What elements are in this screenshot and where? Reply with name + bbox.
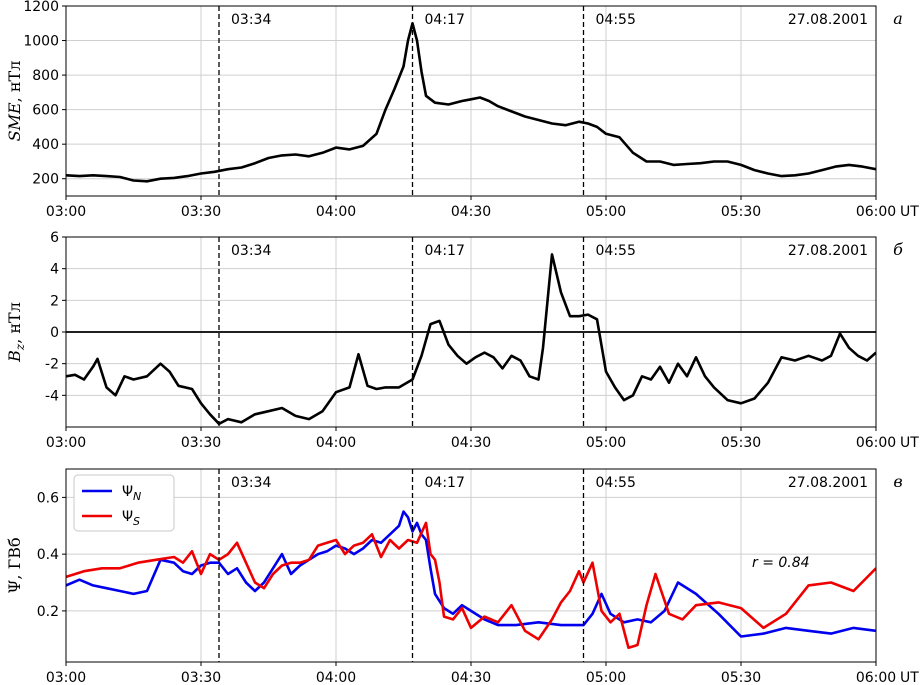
y-axis-label-unit: , нТл xyxy=(5,302,24,344)
event-label: 04:17 xyxy=(425,12,465,28)
x-tick-label: 03:00 xyxy=(46,670,86,685)
y-tick-label: 600 xyxy=(32,103,59,119)
panel-3: 03:34 04:17 04:55 27.08.2001 0.2 0.4 0.6 03:00 0… xyxy=(5,468,919,685)
x-tick-label: 03:30 xyxy=(181,435,221,451)
y-tick-label: -4 xyxy=(45,388,59,404)
date-label: 27.08.2001 xyxy=(788,475,868,491)
x-tick-label: 04:00 xyxy=(316,204,356,220)
x-tick-label: 04:30 xyxy=(451,435,491,451)
x-unit-label: UT xyxy=(900,670,919,685)
y-axis-label-symbol: B xyxy=(5,350,24,363)
event-label: 03:34 xyxy=(231,12,271,28)
y-tick-label: 2 xyxy=(50,293,59,309)
x-tick-label: 05:30 xyxy=(721,435,761,451)
y-tick-label: 200 xyxy=(32,172,59,188)
legend-label-base: Ψ xyxy=(122,509,133,525)
legend-label-subscript: S xyxy=(133,515,140,528)
y-axis-label-unit: , нТл xyxy=(5,61,24,103)
series-line-1 xyxy=(66,22,876,183)
y-tick-label: 0.2 xyxy=(37,604,59,620)
y-tick-label: 6 xyxy=(50,230,59,246)
panel-letter: в xyxy=(893,472,902,491)
y-axis-label: Ψ, ГВб xyxy=(5,537,24,593)
x-tick-label: 05:00 xyxy=(586,435,626,451)
y-axis-label-subscript: z xyxy=(13,343,27,351)
y-tick-label: 0 xyxy=(50,325,59,341)
x-tick-label: 04:30 xyxy=(451,204,491,220)
event-label: 04:55 xyxy=(596,12,636,28)
legend-label-base: Ψ xyxy=(122,484,133,500)
x-tick-label: 05:00 xyxy=(586,670,626,685)
x-tick-label: 06:00 xyxy=(856,435,896,451)
panel-2: 03:34 04:17 04:55 27.08.2001 -4 -2 0 2 4 6 03:00 03… xyxy=(5,230,919,451)
series-line-1 xyxy=(66,253,876,426)
legend-label: ΨS xyxy=(122,509,140,528)
x-tick-label: 04:00 xyxy=(316,670,356,685)
event-label: 04:55 xyxy=(596,475,636,491)
correlation-annotation: r = 0.84 xyxy=(752,555,810,571)
legend-label: ΨN xyxy=(122,484,141,503)
x-tick-label: 03:30 xyxy=(181,204,221,220)
y-tick-label: 0.6 xyxy=(37,490,59,506)
x-tick-label: 04:00 xyxy=(316,435,356,451)
y-tick-label: 800 xyxy=(32,68,59,84)
y-axis-label: Bz, нТл xyxy=(5,302,27,363)
panel-letter: а xyxy=(893,9,903,28)
y-axis-label: SME, нТл xyxy=(5,61,24,142)
date-label: 27.08.2001 xyxy=(788,243,868,259)
panel-1: 03:34 04:17 04:55 27.08.2001 200 400 600 800 100… xyxy=(5,0,919,220)
legend-label-subscript: N xyxy=(133,490,141,503)
x-tick-label: 03:30 xyxy=(181,670,221,685)
y-axis-label-symbol: SME xyxy=(5,102,24,141)
y-tick-label: 400 xyxy=(32,137,59,153)
x-unit-label: UT xyxy=(900,204,919,220)
event-label: 03:34 xyxy=(231,475,271,491)
x-tick-label: 04:30 xyxy=(451,670,491,685)
x-tick-label: 05:30 xyxy=(721,204,761,220)
x-tick-label: 05:30 xyxy=(721,670,761,685)
x-tick-label: 03:00 xyxy=(46,204,86,220)
y-tick-label: -2 xyxy=(45,357,59,373)
event-label: 04:17 xyxy=(425,243,465,259)
x-tick-label: 03:00 xyxy=(46,435,86,451)
x-unit-label: UT xyxy=(900,435,919,451)
y-tick-label: 0.4 xyxy=(37,547,59,563)
y-tick-label: 1000 xyxy=(23,34,59,50)
y-tick-label: 4 xyxy=(50,262,59,278)
panel-letter: б xyxy=(893,240,903,259)
series-line-2 xyxy=(66,521,876,650)
event-label: 04:17 xyxy=(425,475,465,491)
x-tick-label: 06:00 xyxy=(856,670,896,685)
y-tick-label: 1200 xyxy=(23,0,59,15)
x-tick-label: 06:00 xyxy=(856,204,896,220)
date-label: 27.08.2001 xyxy=(788,12,868,28)
event-label: 03:34 xyxy=(231,243,271,259)
x-tick-label: 05:00 xyxy=(586,204,626,220)
event-label: 04:55 xyxy=(596,243,636,259)
